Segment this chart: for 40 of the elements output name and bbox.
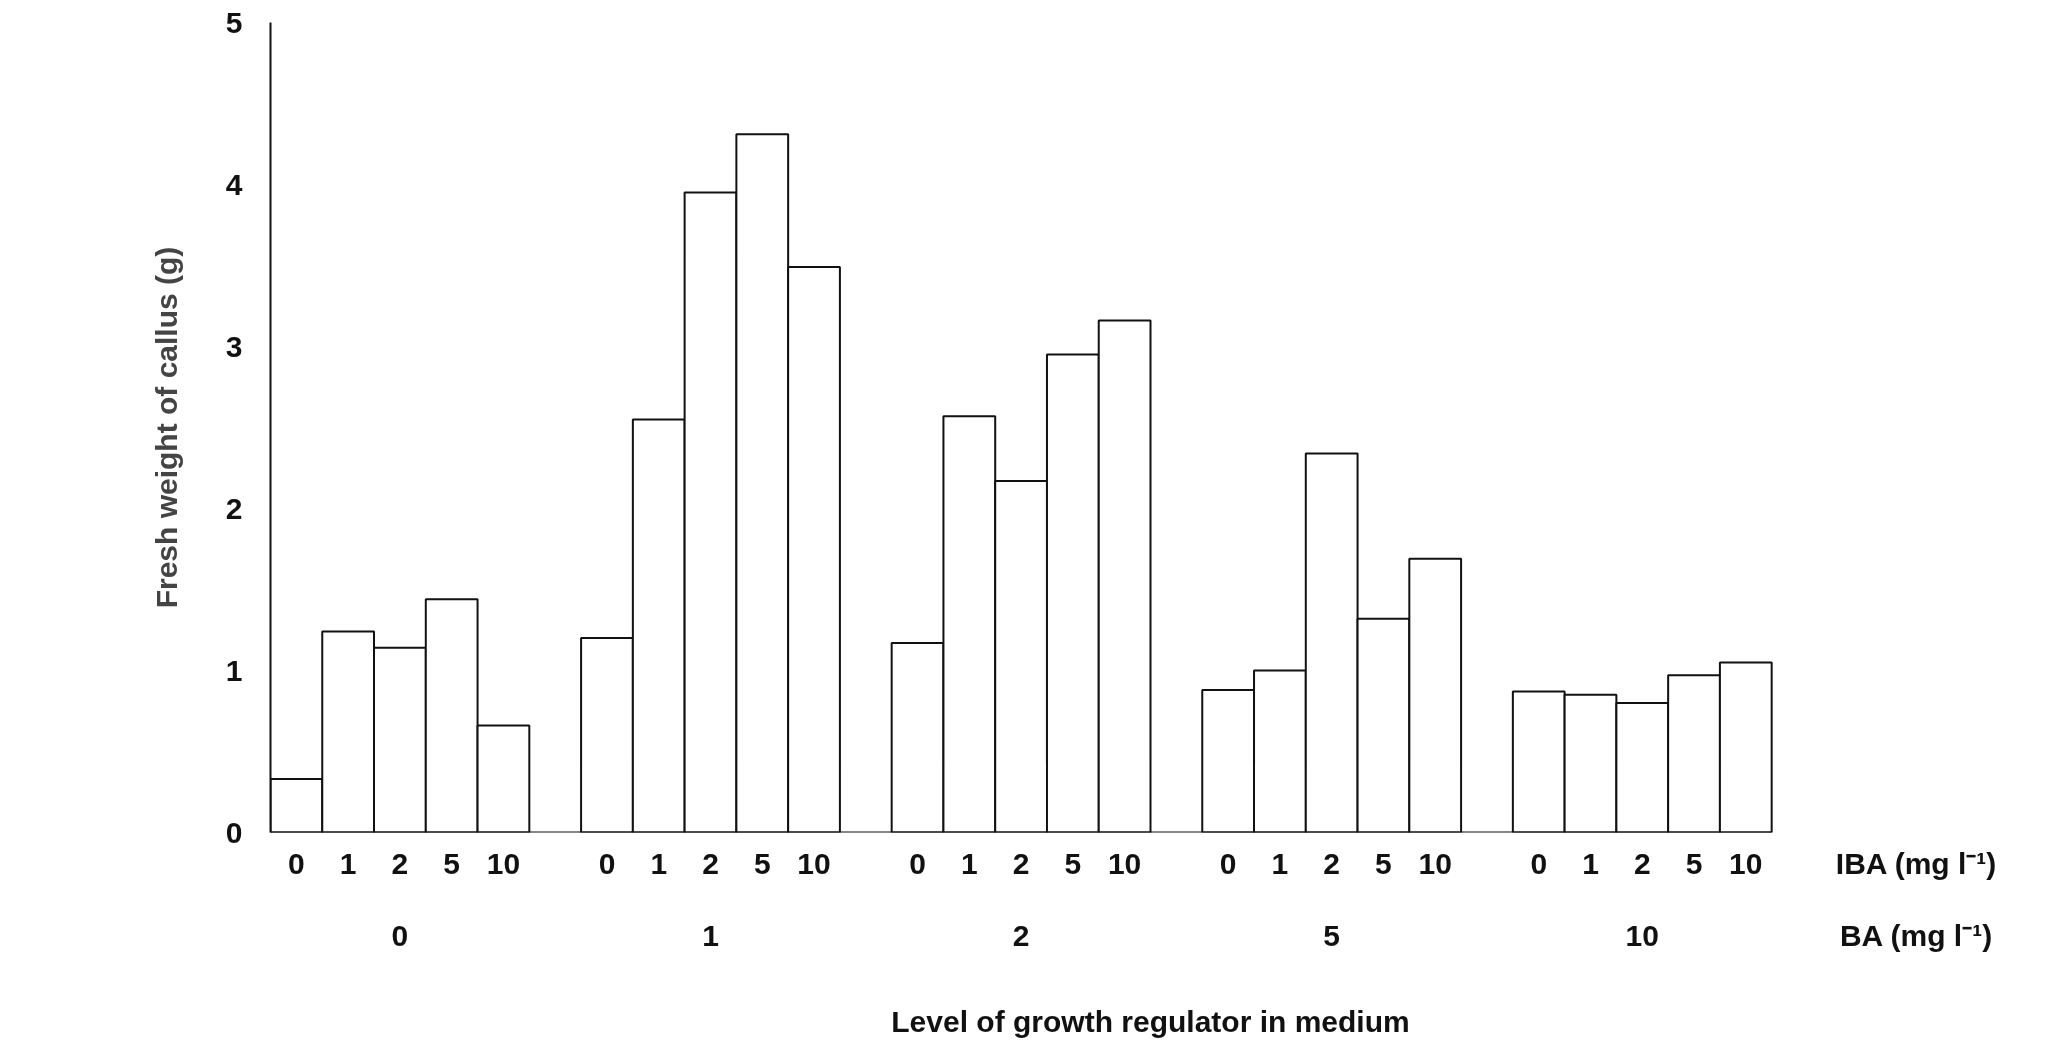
y-tick-label: 0 <box>225 815 243 849</box>
x-tick-label: 2 <box>702 846 719 880</box>
x-tick-label: 5 <box>1685 846 1703 880</box>
text: BA (mg l⁻¹) <box>1839 918 1993 952</box>
x-tick-label: 1 <box>650 846 668 880</box>
y-tick-label: 2 <box>225 491 243 525</box>
x-tick-label: 10 <box>797 846 831 880</box>
text: 2 <box>1012 918 1030 952</box>
x-tick-label: 1 <box>960 846 978 880</box>
y-tick-label: 3 <box>225 329 243 363</box>
text: 5 <box>1323 918 1341 952</box>
x-tick-label: 0 <box>1219 846 1237 880</box>
x-tick-label: 5 <box>753 846 771 880</box>
x-tick-label: 1 <box>1271 846 1289 880</box>
x-tick-label: 10 <box>1107 846 1142 880</box>
y-tick-label: 4 <box>225 167 243 201</box>
x-tick-label: 2 <box>1323 846 1341 880</box>
y-tick-label: 1 <box>225 653 243 687</box>
x-tick-label: 2 <box>391 846 409 880</box>
x-tick-label: 10 <box>486 846 521 880</box>
x-tick-label: 5 <box>1375 846 1392 880</box>
text: 0 <box>391 918 409 952</box>
x-tick-label: 5 <box>1064 846 1082 880</box>
x-tick-label: 2 <box>1012 846 1030 880</box>
x-axis-title: Level of growth regulator in medium <box>891 1004 1410 1038</box>
x-tick-label: 0 <box>1530 846 1548 880</box>
x-tick-label: 0 <box>909 846 926 880</box>
x-tick-label: 1 <box>1582 846 1599 880</box>
y-tick-label: 5 <box>225 5 243 39</box>
x-tick-label: 2 <box>1633 846 1651 880</box>
x-tick-label: 10 <box>1418 846 1452 880</box>
x-tick-label: 5 <box>443 846 461 880</box>
text: 10 <box>1625 918 1659 952</box>
text: 1 <box>702 918 719 952</box>
x-tick-label: 0 <box>288 846 305 880</box>
x-tick-label: 0 <box>598 846 616 880</box>
x-tick-label: 1 <box>339 846 357 880</box>
text: IBA (mg l⁻¹) <box>1835 846 1997 880</box>
y-axis-title: Fresh weight of callus (g) <box>149 246 183 609</box>
x-tick-label: 10 <box>1729 846 1763 880</box>
